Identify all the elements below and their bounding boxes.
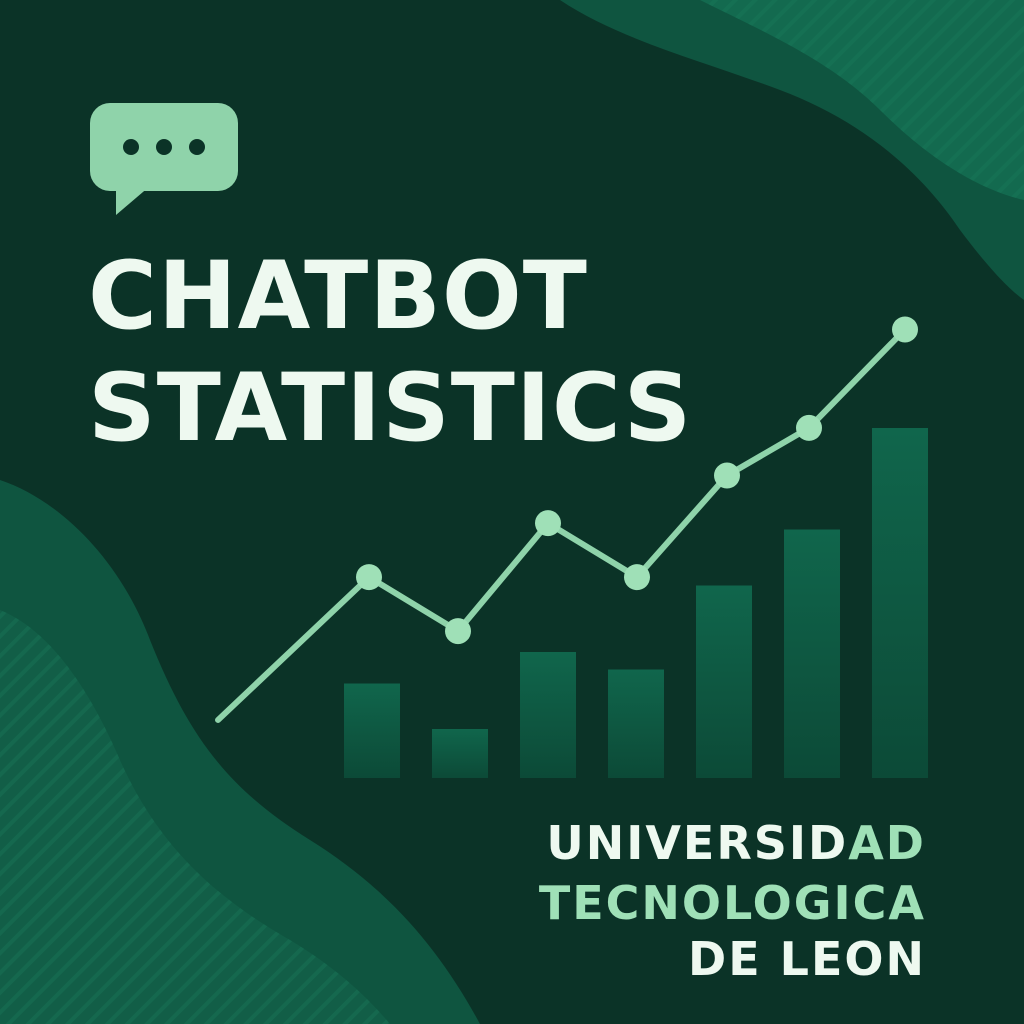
institution-line-2: TECNOLOGICA [538,876,926,930]
bar-3 [520,652,576,778]
trend-point-5 [714,462,740,489]
title-line-2: STATISTICS [88,354,693,463]
wave-bottom-left-stripes [0,610,390,1024]
institution-line-1-main: UNIVERSID [546,816,849,870]
trend-point-2 [445,618,471,645]
trend-point-7 [892,316,918,343]
bar-2 [432,729,488,778]
chat-bubble-icon [90,103,238,215]
bar-5 [696,585,752,778]
bar-6 [784,529,840,778]
bar-4 [608,669,664,778]
institution-line-3: DE LEON [688,932,926,986]
trend-point-6 [796,414,822,441]
chart-trend-line [215,316,918,723]
trend-point-4 [624,564,650,591]
title-line-1: CHATBOT [88,242,588,351]
trend-point-3 [535,510,561,537]
wave-top-right-stripes [700,0,1024,200]
trend-point-1 [356,564,382,591]
chart-bars [344,428,928,778]
bar-1 [344,683,400,778]
trend-polyline [215,326,908,723]
bar-7 [872,428,928,778]
institution-line-1: UNIVERSIDAD [546,820,926,866]
institution-line-1-accent: AD [848,816,926,870]
